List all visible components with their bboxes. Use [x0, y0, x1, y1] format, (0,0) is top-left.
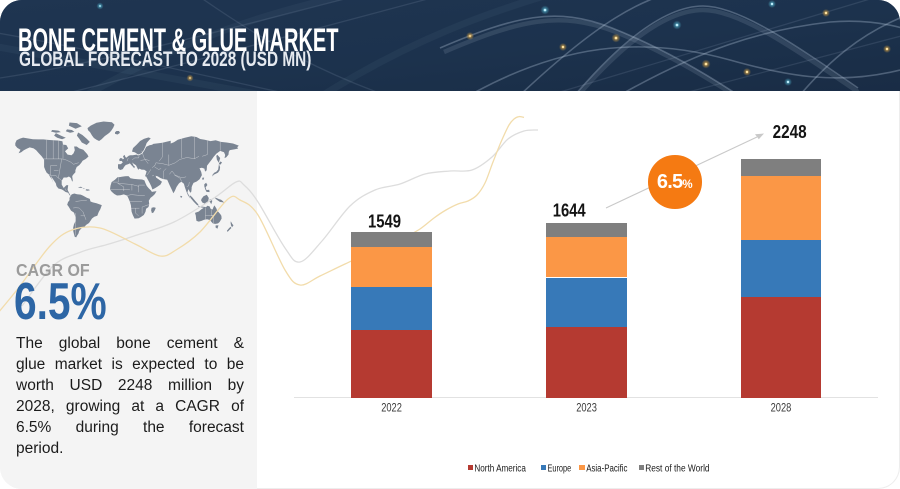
svg-text:Asia-Pacific: Asia-Pacific [586, 464, 627, 475]
svg-text:2248: 2248 [773, 122, 807, 142]
svg-text:North America: North America [474, 464, 526, 475]
svg-text:2023: 2023 [576, 401, 597, 414]
svg-text:Rest of the World: Rest of the World [645, 464, 709, 475]
svg-text:2022: 2022 [381, 401, 402, 414]
svg-text:2028: 2028 [771, 401, 792, 414]
svg-text:Europe: Europe [548, 464, 572, 475]
svg-text:1549: 1549 [368, 212, 401, 232]
svg-text:1644: 1644 [553, 200, 587, 220]
